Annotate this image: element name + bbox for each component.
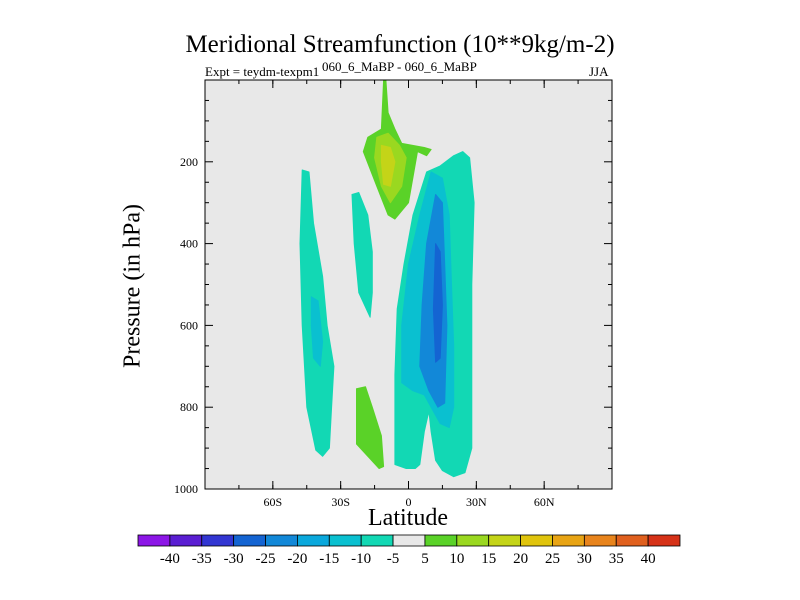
colorbar-label: -40 xyxy=(160,551,180,567)
x-axis-label: Latitude xyxy=(368,505,448,531)
colorbar-label: -15 xyxy=(319,551,339,567)
y-axis-label: Pressure (in hPa) xyxy=(119,204,146,368)
y-tick-label: 600 xyxy=(180,318,198,332)
colorbar-box xyxy=(137,534,171,547)
colorbar: -40 -35 -30 -25 -20 -15 -10 -5 5 10 15 20 25 30 35 40 xyxy=(137,534,681,567)
colorbar-label: -20 xyxy=(287,551,307,567)
contour-pos-plume-core xyxy=(380,144,396,187)
x-tick-label: 60S xyxy=(263,495,282,509)
colorbar-box xyxy=(520,534,553,547)
colorbar-label: -10 xyxy=(351,551,371,567)
contour-neg-core-50s xyxy=(310,296,324,367)
difference-label: 060_6_MaBP - 060_6_MaBP xyxy=(322,59,477,74)
colorbar-box xyxy=(552,534,585,547)
season-label: JJA xyxy=(589,64,609,79)
colorbar-box xyxy=(233,534,266,547)
contour-neg-band-25s xyxy=(351,192,373,318)
colorbar-label: 35 xyxy=(609,551,624,567)
colorbar-box xyxy=(647,534,681,547)
experiment-label: Expt = teydm-texpm1 xyxy=(205,64,320,79)
colorbar-box xyxy=(328,534,362,547)
y-tick-label: 400 xyxy=(180,237,198,251)
colorbar-box xyxy=(456,534,490,547)
colorbar-box xyxy=(360,534,394,547)
colorbar-box xyxy=(615,534,649,547)
x-tick-label: 0 xyxy=(406,495,412,509)
colorbar-box xyxy=(169,534,203,547)
x-tick-label: 60N xyxy=(534,495,555,509)
colorbar-label: -25 xyxy=(256,551,276,567)
axes: 60S 30S 0 30N 60N 200 400 600 800 1000 xyxy=(174,79,613,509)
colorbar-label: -5 xyxy=(387,551,400,567)
contour-pos-blob-lower xyxy=(356,386,385,469)
x-tick-label: 30S xyxy=(331,495,350,509)
colorbar-label: -30 xyxy=(224,551,244,567)
colorbar-box xyxy=(265,534,298,547)
colorbar-box xyxy=(424,534,458,547)
chart-title: Meridional Streamfunction (10**9kg/m-2) xyxy=(185,31,615,58)
colorbar-label: 20 xyxy=(513,551,528,567)
colorbar-box xyxy=(488,534,521,547)
colorbar-label: 5 xyxy=(421,551,429,567)
y-tick-label: 800 xyxy=(180,400,198,414)
colorbar-box xyxy=(583,534,617,547)
colorbar-label: 10 xyxy=(449,551,464,567)
contour-layer xyxy=(299,79,475,478)
y-tick-label: 200 xyxy=(180,155,198,169)
colorbar-label: 15 xyxy=(481,551,496,567)
x-tick-label: 30N xyxy=(466,495,487,509)
y-tick-label: 1000 xyxy=(174,482,198,496)
contour-neg-tropical-core xyxy=(432,243,443,363)
colorbar-box xyxy=(392,534,426,547)
colorbar-box xyxy=(201,534,235,547)
colorbar-label: 30 xyxy=(577,551,592,567)
colorbar-label: 25 xyxy=(545,551,560,567)
colorbar-box xyxy=(297,534,330,547)
colorbar-label: 40 xyxy=(641,551,656,567)
colorbar-label: -35 xyxy=(192,551,212,567)
